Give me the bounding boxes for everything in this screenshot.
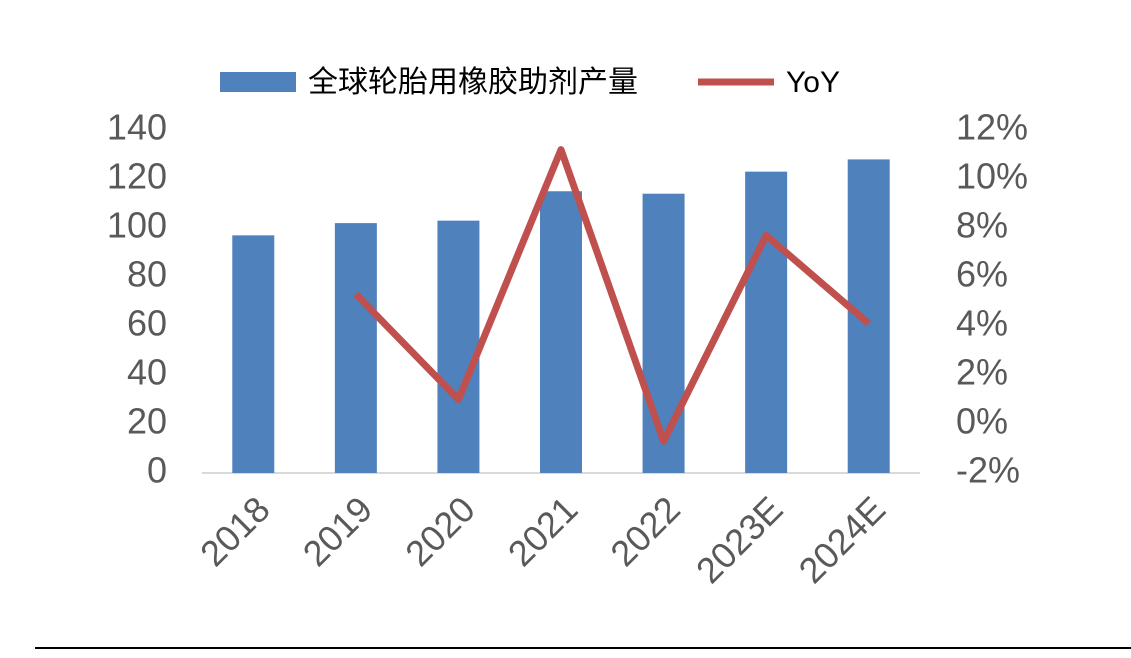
y2-tick-label: -2% — [956, 450, 1020, 491]
y-tick-label: 140 — [107, 107, 167, 148]
bar — [642, 193, 685, 473]
bar — [334, 223, 377, 473]
bar — [232, 235, 275, 473]
x-tick-label: 2023E — [688, 488, 791, 591]
legend-label: 全球轮胎用橡胶助剂产量 — [308, 66, 638, 99]
y2-tick-label: 4% — [956, 303, 1008, 344]
bar — [847, 159, 890, 473]
y2-tick-label: 8% — [956, 205, 1008, 246]
y-tick-label: 60 — [127, 303, 167, 344]
x-tick-label: 2020 — [397, 488, 483, 574]
y-tick-label: 40 — [127, 352, 167, 393]
x-tick-label: 2018 — [192, 488, 278, 574]
x-tick-label: 2019 — [295, 488, 381, 574]
y2-tick-label: 0% — [956, 401, 1008, 442]
line — [353, 146, 871, 445]
x-tick-label: 2021 — [500, 488, 586, 574]
bar — [745, 171, 788, 473]
x-tick-label: 2022 — [602, 488, 688, 574]
y2-tick-label: 10% — [956, 156, 1028, 197]
y2-tick-label: 6% — [956, 254, 1008, 295]
y-tick-label: 120 — [107, 156, 167, 197]
y-tick-label: 20 — [127, 401, 167, 442]
legend-swatch — [220, 72, 296, 92]
bar — [540, 191, 582, 473]
y-tick-label: 80 — [127, 254, 167, 295]
bar — [437, 220, 480, 473]
x-tick-label: 2024E — [790, 488, 893, 591]
y2-tick-label: 12% — [956, 107, 1028, 148]
y-tick-label: 0 — [147, 450, 167, 491]
y-tick-label: 100 — [107, 205, 167, 246]
legend-label: YoY — [786, 66, 840, 99]
y2-tick-label: 2% — [956, 352, 1008, 393]
